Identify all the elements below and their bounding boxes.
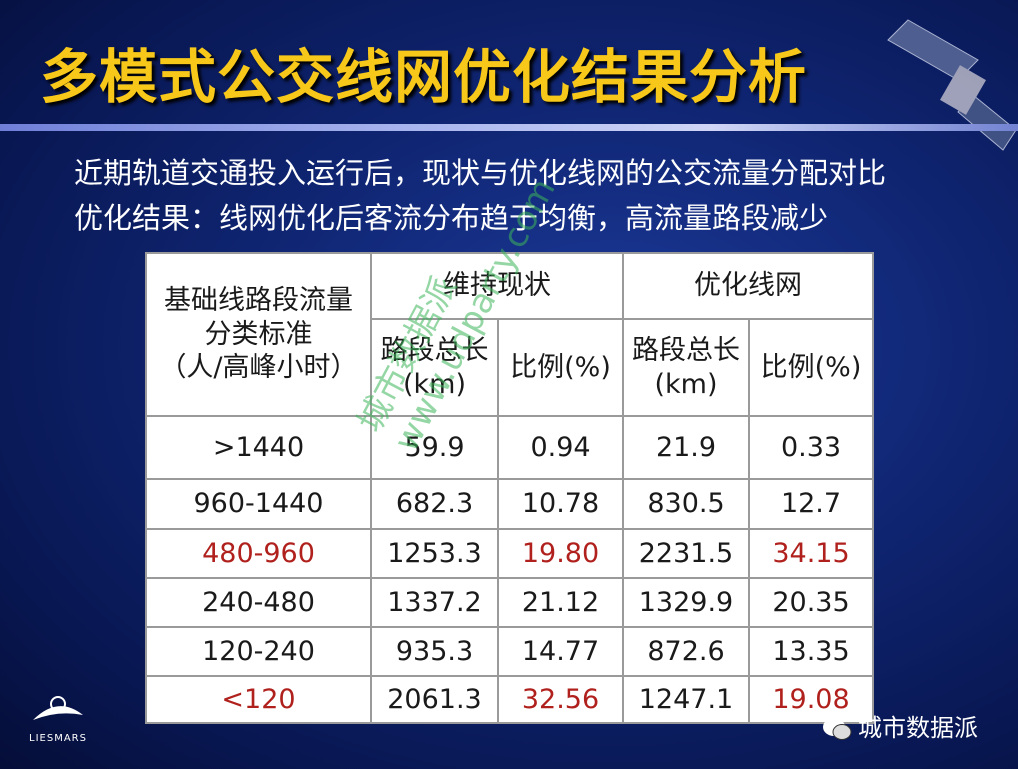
header-line: 路段总长 bbox=[380, 334, 489, 366]
table-cell: 120-240 bbox=[145, 626, 372, 677]
table-row: 120-240 935.3 14.77 872.6 13.35 bbox=[145, 626, 874, 677]
table-cell: 935.3 bbox=[370, 626, 499, 677]
table-cell: 872.6 bbox=[622, 626, 750, 677]
header-cell: 基础线路段流量 分类标准 （人/高峰小时） bbox=[145, 252, 372, 417]
header-line: 基础线路段流量 bbox=[164, 284, 353, 316]
table-cell: 12.7 bbox=[748, 478, 874, 530]
table-cell: 1247.1 bbox=[622, 675, 750, 724]
table-cell: 19.80 bbox=[497, 528, 624, 579]
header-cell: 比例(%) bbox=[497, 318, 624, 417]
table-cell: 21.9 bbox=[622, 415, 750, 480]
header-line: 分类标准 bbox=[204, 318, 313, 350]
title: 多模式公交线网优化结果分析 bbox=[40, 43, 808, 111]
table-cell: 2231.5 bbox=[622, 528, 750, 579]
subtitle: 近期轨道交通投入运行后，现状与优化线网的公交流量分配对比 bbox=[74, 156, 887, 190]
header-line: 路段总长 bbox=[632, 334, 740, 366]
table-cell: 32.56 bbox=[497, 675, 624, 724]
brand-icon bbox=[823, 718, 852, 740]
header-cell: 优化线网 bbox=[622, 252, 874, 320]
header-cell: 比例(%) bbox=[748, 318, 874, 417]
table-cell: 34.15 bbox=[748, 528, 874, 579]
header-cell: 维持现状 bbox=[370, 252, 624, 320]
table-cell: 682.3 bbox=[370, 478, 499, 530]
table-cell: 21.12 bbox=[497, 577, 624, 628]
table-cell: 830.5 bbox=[622, 478, 750, 530]
table-cell: 20.35 bbox=[748, 577, 874, 628]
table-cell: 240-480 bbox=[145, 577, 372, 628]
header-line: （人/高峰小时） bbox=[159, 352, 358, 384]
title-rule bbox=[0, 124, 1018, 131]
logo: LIESMARS bbox=[18, 690, 98, 744]
table-body: >1440 59.9 0.94 21.9 0.33 960-1440 682.3 10.78 8… bbox=[145, 415, 874, 724]
table-cell: 960-1440 bbox=[145, 478, 372, 530]
table-cell: 1337.2 bbox=[370, 577, 499, 628]
table-cell: 14.77 bbox=[497, 626, 624, 677]
brand: 城市数据派 bbox=[822, 708, 978, 743]
table-row: 240-480 1337.2 21.12 1329.9 20.35 bbox=[145, 577, 874, 628]
data-table: 基础线路段流量 分类标准 （人/高峰小时） 维持现状 优化线网 路段总长 (km… bbox=[145, 252, 874, 724]
table-cell: 13.35 bbox=[748, 626, 874, 677]
table-cell: 480-960 bbox=[145, 528, 372, 579]
table-cell: 0.33 bbox=[748, 415, 874, 480]
table-row: 960-1440 682.3 10.78 830.5 12.7 bbox=[145, 478, 874, 530]
table-cell: 2061.3 bbox=[370, 675, 499, 724]
brand-text: 城市数据派 bbox=[858, 714, 978, 742]
table-cell: 19.08 bbox=[748, 675, 874, 724]
table-cell: <120 bbox=[145, 675, 372, 724]
header-cell: 路段总长 (km) bbox=[370, 318, 499, 417]
table-row: 480-960 1253.3 19.80 2231.5 34.15 bbox=[145, 528, 874, 579]
table-cell: 10.78 bbox=[497, 478, 624, 530]
subtitle: 优化结果：线网优化后客流分布趋于均衡，高流量路段减少 bbox=[74, 201, 829, 235]
table-row: <120 2061.3 32.56 1247.1 19.08 bbox=[145, 675, 874, 724]
table-cell: 59.9 bbox=[370, 415, 499, 480]
satellite-graphic bbox=[887, 19, 1017, 151]
header-line: (km) bbox=[402, 368, 466, 400]
header-line: (km) bbox=[654, 368, 718, 400]
table-cell: 1329.9 bbox=[622, 577, 750, 628]
header-cell: 路段总长 (km) bbox=[622, 318, 750, 417]
table-cell: 0.94 bbox=[497, 415, 624, 480]
logo-text: LIESMARS bbox=[29, 733, 87, 744]
logo-mark bbox=[33, 696, 83, 720]
table-cell: >1440 bbox=[145, 415, 372, 480]
table-cell: 1253.3 bbox=[370, 528, 499, 579]
table-row: >1440 59.9 0.94 21.9 0.33 bbox=[145, 415, 874, 480]
